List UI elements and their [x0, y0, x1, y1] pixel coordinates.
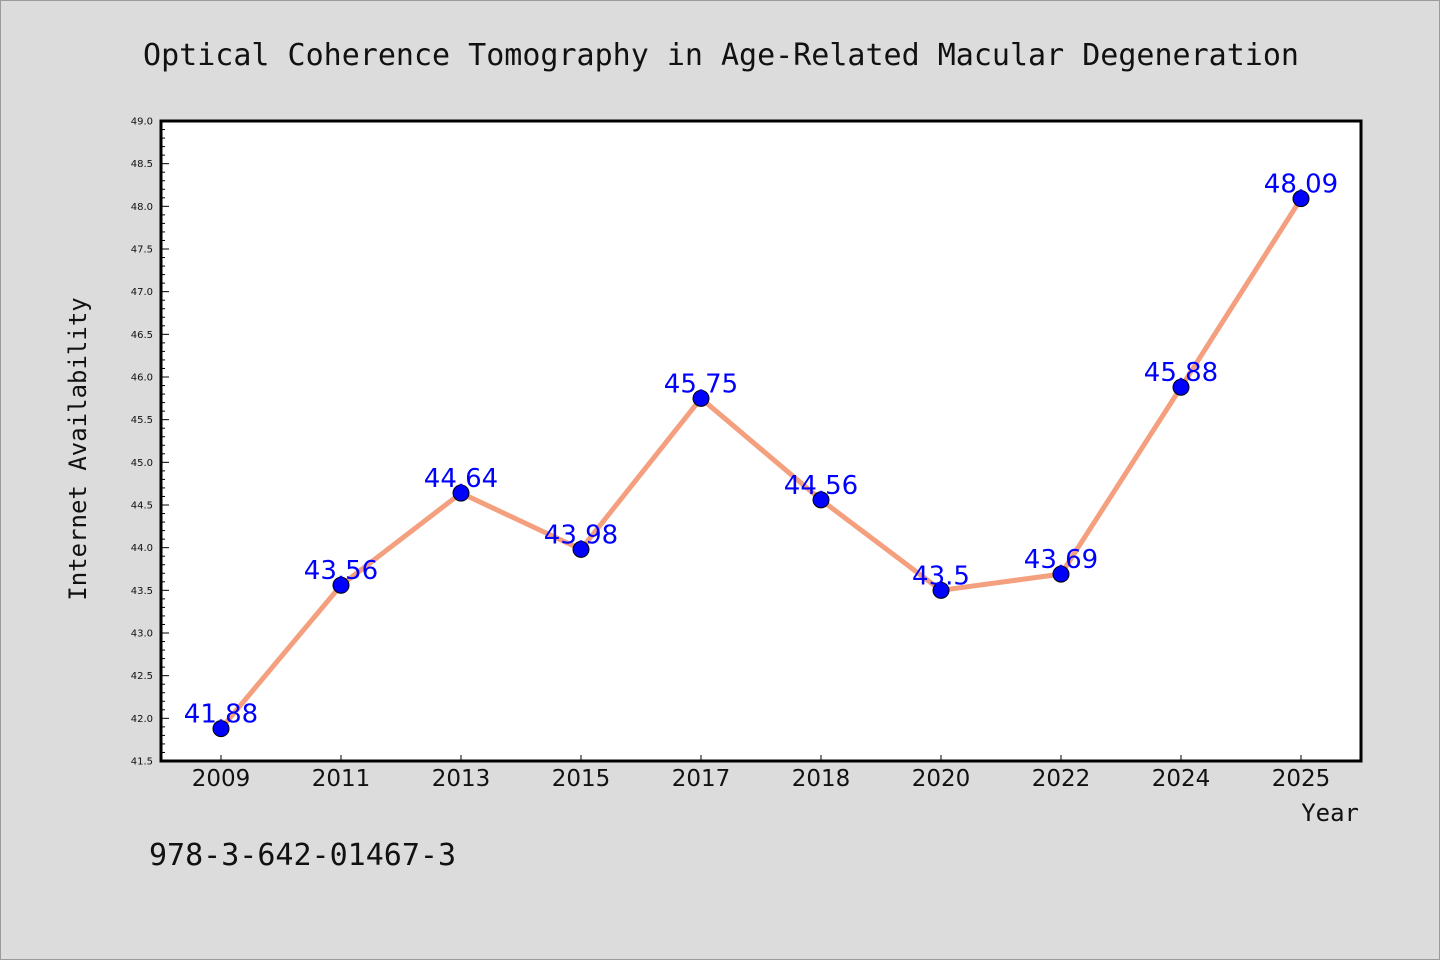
data-label: 43.5 — [912, 561, 970, 591]
chart-title: Optical Coherence Tomography in Age-Rela… — [143, 38, 1299, 73]
data-label: 43.98 — [544, 520, 618, 550]
data-point — [1292, 190, 1310, 208]
y-tick-label: 42.5 — [131, 671, 153, 682]
y-tick-label: 47.5 — [131, 245, 153, 256]
y-tick-label: 42.0 — [131, 714, 153, 725]
y-tick-label: 44.5 — [131, 501, 153, 512]
data-point — [692, 389, 710, 407]
plot-area — [159, 119, 1363, 763]
data-point — [572, 540, 590, 558]
data-series: 41.88 43.56 44.64 43.98 45.75 44.56 43.5 43.69 4… — [184, 170, 1338, 738]
x-axis-label: Year — [1301, 799, 1359, 827]
x-tick-label: 2009 — [192, 766, 251, 792]
series-line — [218, 196, 1304, 732]
data-label: 44.56 — [784, 471, 858, 501]
y-tick-label: 46.0 — [131, 373, 153, 384]
data-label: 45.75 — [664, 369, 738, 399]
isbn-text: 978-3-642-01467-3 — [149, 838, 456, 873]
y-tick-label: 46.5 — [131, 330, 153, 341]
x-axis: 2009 2011 2013 2015 2017 2018 2020 2022 2024 2025 — [192, 755, 1331, 792]
y-tick-label: 47.0 — [131, 287, 153, 298]
data-point — [1172, 378, 1190, 396]
data-label: 44.64 — [424, 464, 498, 494]
data-point — [812, 491, 830, 509]
y-tick-label: 45.0 — [131, 458, 153, 469]
y-tick-label: 41.5 — [131, 757, 153, 768]
x-tick-label: 2025 — [1272, 766, 1331, 792]
data-point — [1052, 565, 1070, 583]
y-tick-label: 44.0 — [131, 543, 153, 554]
data-point — [212, 720, 230, 738]
y-tick-label: 48.0 — [131, 202, 153, 213]
data-point — [932, 581, 950, 599]
y-tick-label: 43.0 — [131, 629, 153, 640]
x-tick-label: 2024 — [1152, 766, 1211, 792]
data-label: 41.88 — [184, 700, 258, 730]
y-tick-label: 43.5 — [131, 586, 153, 597]
x-tick-label: 2017 — [672, 766, 731, 792]
data-label: 48.09 — [1264, 170, 1338, 200]
data-label: 45.88 — [1144, 358, 1218, 388]
y-tick-label: 49.0 — [131, 117, 153, 128]
y-axis-label: Internet Availability — [64, 297, 92, 600]
data-label: 43.56 — [304, 556, 378, 586]
x-tick-label: 2011 — [312, 766, 371, 792]
data-label: 43.69 — [1024, 545, 1098, 575]
data-point — [332, 576, 350, 594]
x-tick-label: 2013 — [432, 766, 491, 792]
y-tick-label: 48.5 — [131, 159, 153, 170]
x-tick-label: 2020 — [912, 766, 971, 792]
data-point — [452, 484, 470, 502]
y-tick-label: 45.5 — [131, 415, 153, 426]
y-axis: 41.5 42.0 42.5 43.0 43.5 44.0 44.5 45.0 45.5 46.0… — [131, 117, 169, 768]
x-tick-label: 2018 — [792, 766, 851, 792]
x-tick-label: 2015 — [552, 766, 611, 792]
x-tick-label: 2022 — [1032, 766, 1091, 792]
